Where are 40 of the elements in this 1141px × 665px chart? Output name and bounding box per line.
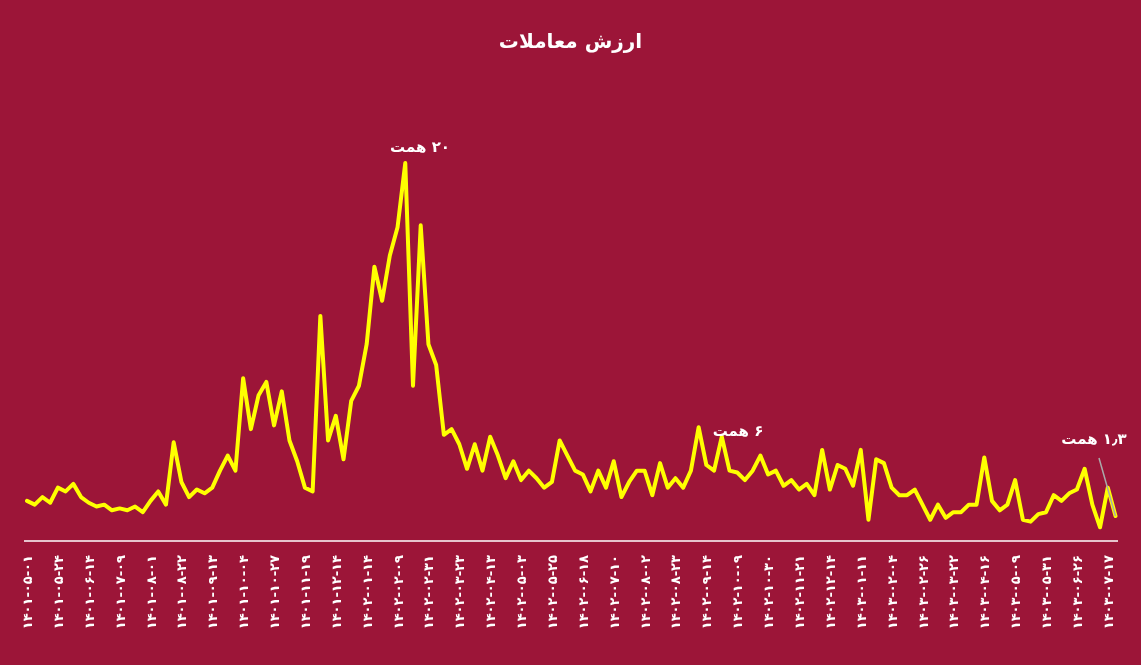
x-tick-label: ۱۴۰۱-۰۶-۱۴ [81, 554, 97, 630]
x-tick-label: ۱۴۰۳-۰۳-۲۲ [946, 554, 962, 630]
x-tick-label: ۱۴۰۲-۱۲-۱۴ [822, 554, 838, 630]
x-tick-label: ۱۴۰۲-۰۴-۱۳ [483, 554, 499, 630]
x-tick-label: ۱۴۰۱-۰۹-۱۳ [205, 554, 221, 630]
x-tick-label: ۱۴۰۲-۰۳-۲۳ [452, 554, 468, 630]
x-tick-label: ۱۴۰۲-۱۰-۰۹ [730, 554, 746, 630]
x-tick-label: ۱۴۰۲-۰۸-۰۲ [637, 554, 653, 630]
x-tick-label: ۱۴۰۲-۰۸-۲۳ [668, 554, 684, 630]
x-tick-label: ۱۴۰۱-۱۲-۱۴ [328, 554, 344, 630]
x-tick-label: ۱۴۰۱-۰۸-۰۱ [143, 555, 159, 630]
x-tick-label: ۱۴۰۲-۰۲-۰۹ [390, 554, 406, 630]
chart-title: ارزش معاملات [498, 29, 643, 53]
x-tick-label: ۱۴۰۳-۰۵-۰۹ [1008, 554, 1024, 630]
x-tick-label: ۱۴۰۱-۰۵-۲۴ [50, 554, 66, 630]
annotation: ۱٫۳ همت [1061, 430, 1127, 448]
x-tick-label: ۱۴۰۳-۰۶-۲۶ [1069, 555, 1085, 630]
text: ۲۰ همت [390, 138, 450, 156]
x-tick-label: ۱۴۰۳-۰۲-۰۴ [884, 554, 900, 630]
x-tick-label: ۱۴۰۱-۰۷-۰۹ [112, 554, 128, 630]
annotation: ۶ همت [712, 422, 764, 440]
x-tick-label: ۱۴۰۳-۰۷-۱۷ [1100, 554, 1116, 630]
x-tick-label: ۱۴۰۲-۰۲-۳۱ [421, 555, 437, 630]
x-tick-label: ۱۴۰۲-۰۵-۲۵ [544, 554, 560, 630]
x-tick-label: ۱۴۰۲-۰۷-۱۰ [606, 555, 622, 630]
x-tick-label: ۱۴۰۱-۱۰-۲۷ [267, 554, 283, 630]
x-tick-label: ۱۴۰۳-۰۱-۱۱ [853, 555, 869, 630]
x-tick-label: ۱۴۰۲-۱۰-۳۰ [761, 555, 777, 630]
x-tick-label: ۱۴۰۲-۰۶-۱۸ [575, 554, 591, 630]
x-tick-label: ۱۴۰۱-۱۱-۱۹ [297, 554, 313, 630]
x-tick-label: ۱۴۰۱-۰۸-۲۲ [174, 554, 190, 630]
x-tick-label: ۱۴۰۳-۰۵-۳۱ [1039, 555, 1055, 630]
x-tick-label: ۱۴۰۲-۰۱-۱۴ [359, 554, 375, 630]
x-tick-label: ۱۴۰۳-۰۲-۲۶ [915, 555, 931, 630]
x-tick-label: ۱۴۰۳-۰۴-۱۶ [977, 555, 993, 630]
x-tick-label: ۱۴۰۱-۱۰-۰۴ [236, 554, 252, 630]
x-tick-label: ۱۴۰۲-۱۱-۲۱ [791, 555, 807, 630]
x-tick-label: ۱۴۰۲-۰۹-۱۴ [699, 554, 715, 630]
x-tick-label: ۱۴۰۲-۰۵-۰۳ [514, 554, 530, 630]
x-tick-label: ۱۴۰۱-۰۵-۰۱ [20, 555, 35, 630]
